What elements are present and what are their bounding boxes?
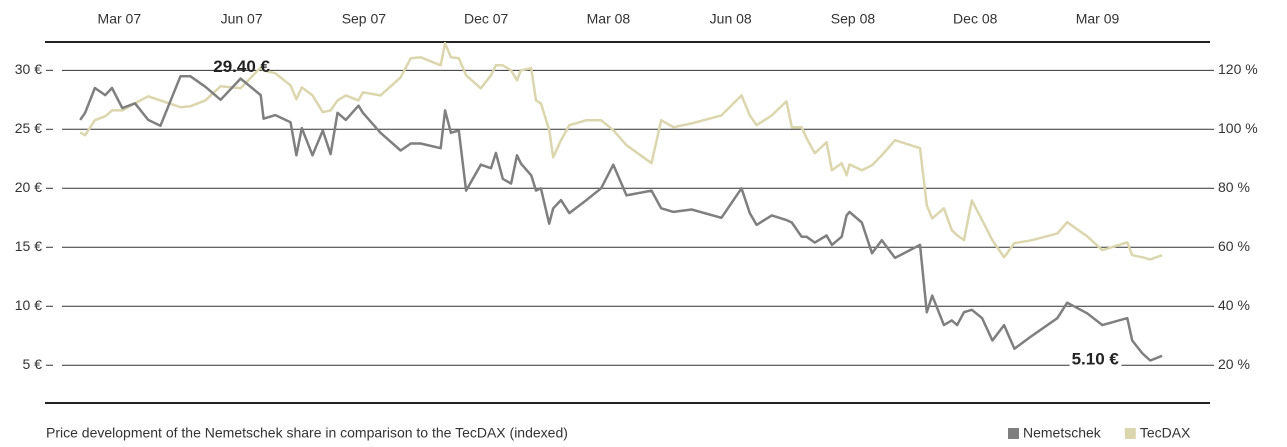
x-tick-label: Jun 08 (710, 11, 752, 27)
x-tick-label: Sep 08 (831, 11, 876, 27)
x-tick-label: Mar 07 (98, 11, 142, 27)
x-tick-label: Jun 07 (221, 11, 263, 27)
y-tick-label: 20 € (15, 179, 42, 195)
series-line (79, 74, 1163, 362)
x-tick-label: Dec 07 (464, 11, 509, 27)
legend-swatch (1124, 428, 1136, 439)
y2-tick-label: 120 % (1218, 61, 1258, 77)
y-tick-label: 30 € (15, 61, 42, 77)
legend-label: TecDAX (1140, 425, 1191, 441)
y2-tick-label: 20 % (1218, 356, 1250, 372)
x-tick-label: Dec 08 (953, 11, 998, 27)
footnote: Price development of the Nemetschek shar… (46, 425, 568, 441)
series-line (79, 41, 1163, 261)
y-tick-label: 15 € (15, 238, 42, 254)
y2-tick-label: 80 % (1218, 179, 1250, 195)
x-tick-label: Mar 08 (587, 11, 631, 27)
y-tick-label: 5 € (23, 356, 43, 372)
y2-tick-label: 100 % (1218, 120, 1258, 136)
x-tick-label: Sep 07 (342, 11, 387, 27)
annotation: 5.10 € (1072, 350, 1120, 369)
legend-label: Nemetschek (1023, 425, 1102, 441)
y2-tick-label: 40 % (1218, 297, 1250, 313)
annotation: 29.40 € (213, 57, 270, 76)
annotation-bg (1069, 349, 1122, 369)
y2-tick-label: 60 % (1218, 238, 1250, 254)
legend-swatch (1008, 428, 1019, 439)
y-tick-label: 25 € (15, 120, 42, 136)
y-tick-label: 10 € (15, 297, 42, 313)
x-tick-label: Mar 09 (1076, 11, 1120, 27)
